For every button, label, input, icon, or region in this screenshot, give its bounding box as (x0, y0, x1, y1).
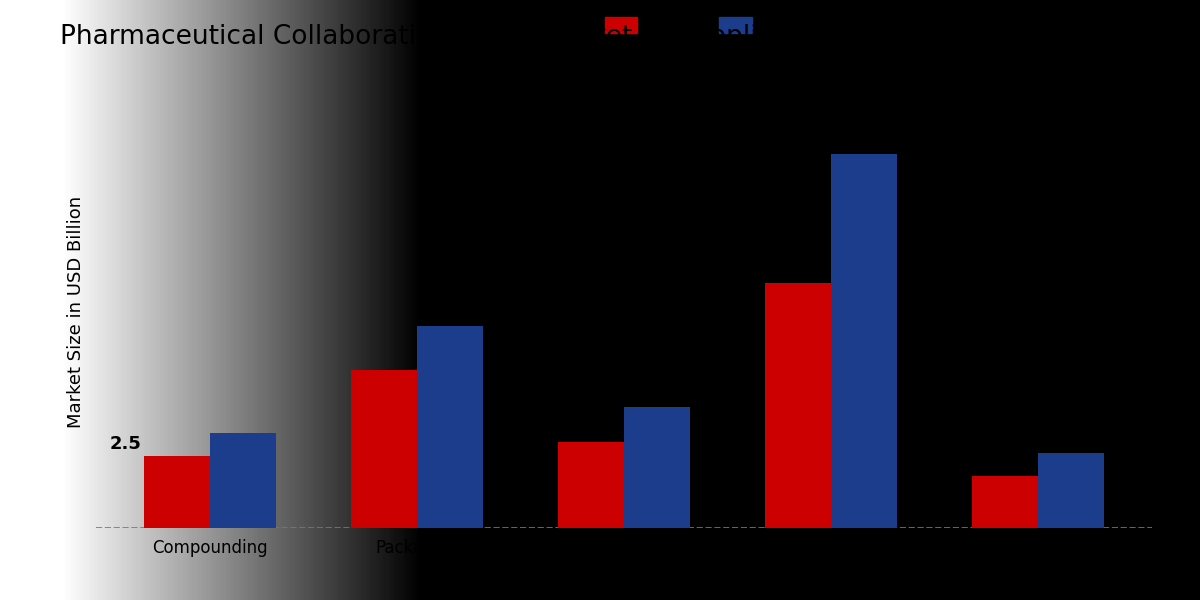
Y-axis label: Market Size in USD Billion: Market Size in USD Billion (67, 196, 85, 428)
Bar (418, 326, 484, 528)
Bar (558, 442, 624, 528)
Legend: 2023, 2032: 2023, 2032 (598, 10, 820, 43)
Bar (210, 433, 276, 528)
Bar (144, 456, 210, 528)
Bar (624, 407, 690, 528)
Bar (1038, 453, 1104, 528)
Bar (350, 370, 418, 528)
Bar (764, 283, 830, 528)
Bar (972, 476, 1038, 528)
Text: Pharmaceutical Collaborative Robot Market, By Application, 2023 & 2032: Pharmaceutical Collaborative Robot Marke… (60, 24, 1027, 50)
Text: 2.5: 2.5 (109, 435, 142, 453)
Bar (830, 154, 898, 528)
